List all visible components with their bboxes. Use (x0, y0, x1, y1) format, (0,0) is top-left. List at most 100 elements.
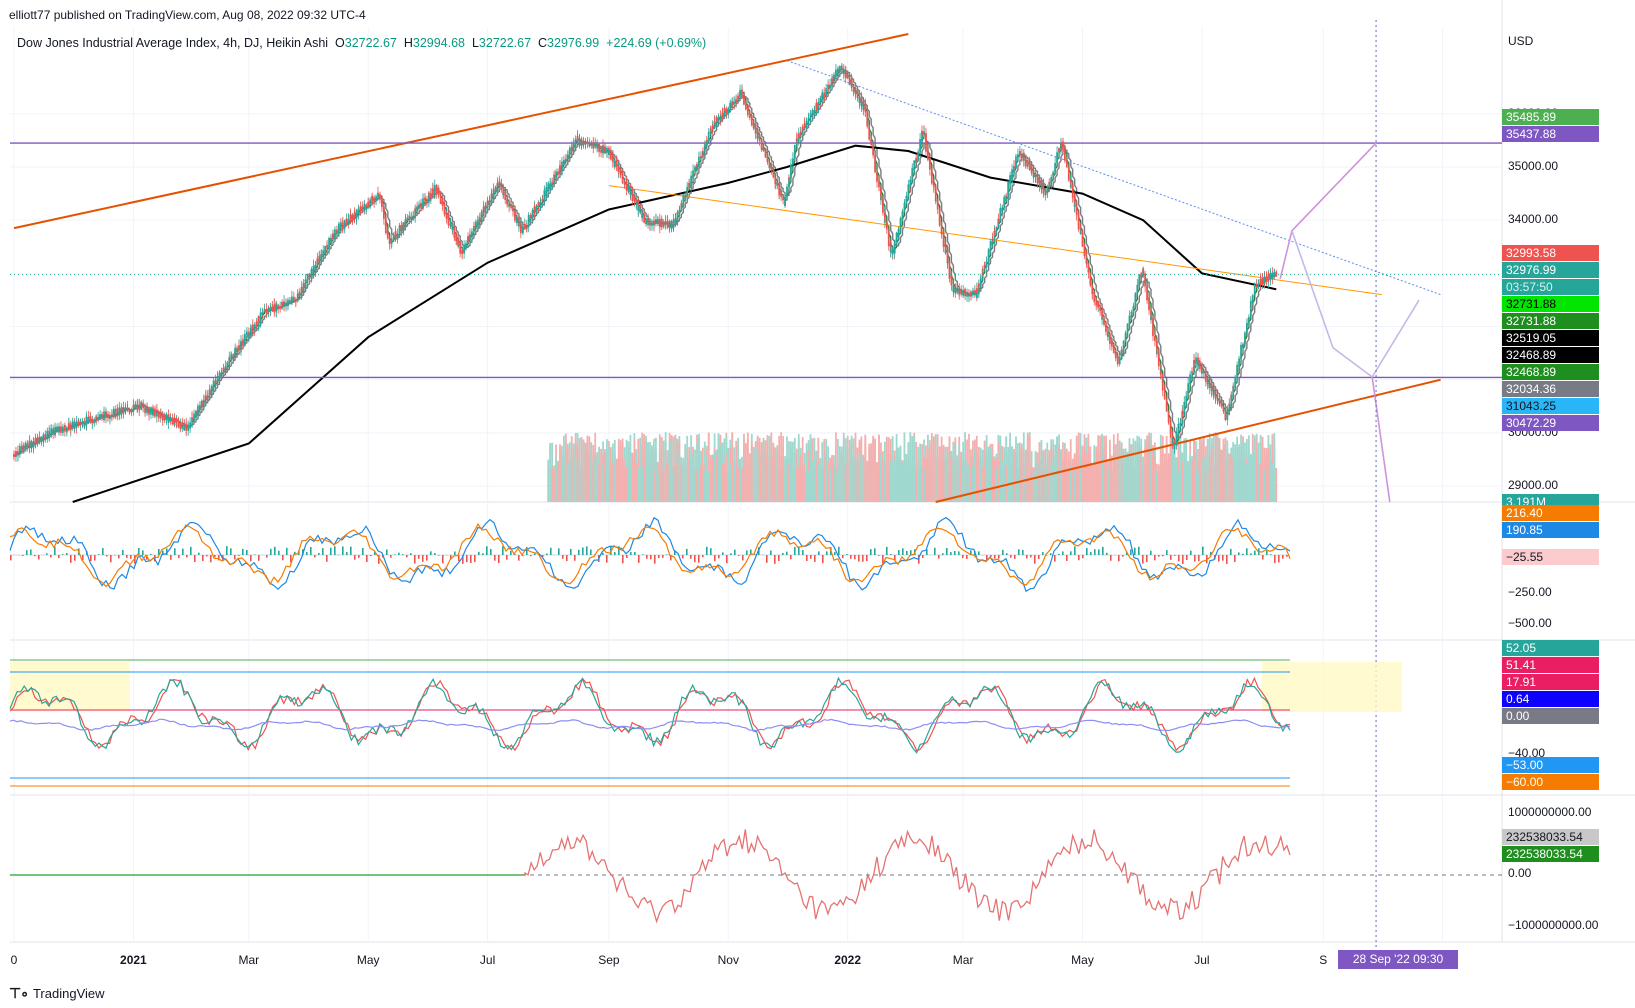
candle-body (269, 307, 272, 311)
volume-bar (1020, 447, 1023, 502)
candle-body (506, 199, 509, 205)
volume-bar (574, 458, 577, 502)
candle-body (580, 143, 583, 145)
candle-body (343, 220, 346, 225)
volume-bar (1159, 450, 1162, 502)
candle-body (772, 174, 775, 178)
candle-body (801, 127, 804, 129)
candle-body (351, 218, 354, 220)
volume-bar (768, 435, 771, 502)
candle-body (574, 139, 577, 142)
volume-bar (1236, 461, 1239, 502)
volume-bar (895, 455, 898, 502)
candle-body (893, 244, 896, 254)
candle-body (512, 210, 514, 212)
candle-body (883, 212, 886, 222)
candle-body (429, 194, 432, 198)
candle-body (713, 124, 716, 127)
candle-body (63, 430, 66, 432)
candle-body (504, 195, 507, 200)
candle-body (1052, 172, 1055, 174)
candle-body (934, 200, 937, 202)
volume-bar (1013, 448, 1015, 502)
candle-body (611, 155, 614, 161)
candle-body (997, 218, 1000, 222)
candle-body (758, 138, 761, 141)
candle-body (1165, 410, 1168, 412)
volume-bar (1265, 456, 1268, 502)
candle-body (13, 455, 15, 457)
volume-bar (856, 447, 859, 502)
volume-bar (1009, 438, 1012, 502)
candle-body (210, 386, 213, 391)
volume-bar (1204, 471, 1207, 502)
candle-body (1138, 274, 1141, 286)
candle-body (537, 202, 540, 206)
volume-bar (737, 466, 739, 502)
candle-body (214, 383, 217, 386)
volume-bar (870, 446, 873, 502)
volume-bar (1179, 436, 1182, 502)
candle-body (817, 102, 820, 105)
candle-body (641, 214, 644, 218)
candle-body (208, 389, 211, 393)
candle-body (187, 426, 190, 428)
candle-body (760, 144, 763, 150)
candle-body (1222, 409, 1225, 412)
volume-bar (651, 447, 653, 502)
candle-body (132, 405, 135, 408)
volume-bar (588, 443, 591, 502)
candle-body (721, 112, 724, 117)
volume-bar (666, 462, 669, 502)
candle-body (1011, 169, 1013, 174)
volume-bar (809, 436, 812, 502)
volume-bar (1114, 444, 1117, 502)
volume-bar (707, 471, 710, 502)
candle-body (32, 442, 35, 444)
candle-body (883, 221, 886, 223)
candle-body (795, 138, 798, 141)
candle-body (81, 420, 84, 422)
candle-body (265, 309, 268, 313)
candle-body (492, 189, 495, 195)
candle-body (62, 426, 64, 431)
candle-body (970, 291, 972, 296)
candle-body (870, 140, 873, 146)
candle-body (813, 110, 816, 114)
candle-body (823, 94, 826, 97)
candle-body (1152, 329, 1154, 337)
volume-bar (576, 451, 579, 502)
candle-body (784, 196, 786, 203)
candle-body (230, 354, 233, 356)
candle-body (146, 405, 148, 408)
volume-bar (838, 453, 841, 502)
candle-body (155, 411, 158, 413)
candle-body (1146, 289, 1148, 299)
candle-body (566, 154, 569, 160)
volume-bar (786, 436, 788, 502)
candle-body (866, 121, 869, 127)
candle-body (960, 293, 963, 295)
volume-bar (903, 432, 906, 502)
volume-bar (1060, 451, 1062, 502)
volume-bar (1152, 448, 1154, 502)
volume-bar (664, 450, 667, 502)
volume-bar (598, 464, 601, 502)
candle-body (1062, 141, 1064, 146)
volume-bar (1234, 444, 1237, 502)
candle-body (907, 192, 910, 196)
candle-body (412, 216, 415, 218)
volume-bar (754, 447, 757, 502)
candle-body (817, 103, 820, 111)
candle-body (1064, 147, 1066, 157)
volume-bar (1095, 453, 1098, 502)
candle-body (629, 191, 632, 195)
volume-bar (1199, 468, 1201, 502)
volume-bar (958, 444, 961, 502)
candle-body (40, 436, 43, 442)
volume-bar (999, 435, 1002, 502)
candle-body (936, 206, 939, 210)
candle-body (455, 234, 458, 241)
candle-body (163, 416, 166, 421)
